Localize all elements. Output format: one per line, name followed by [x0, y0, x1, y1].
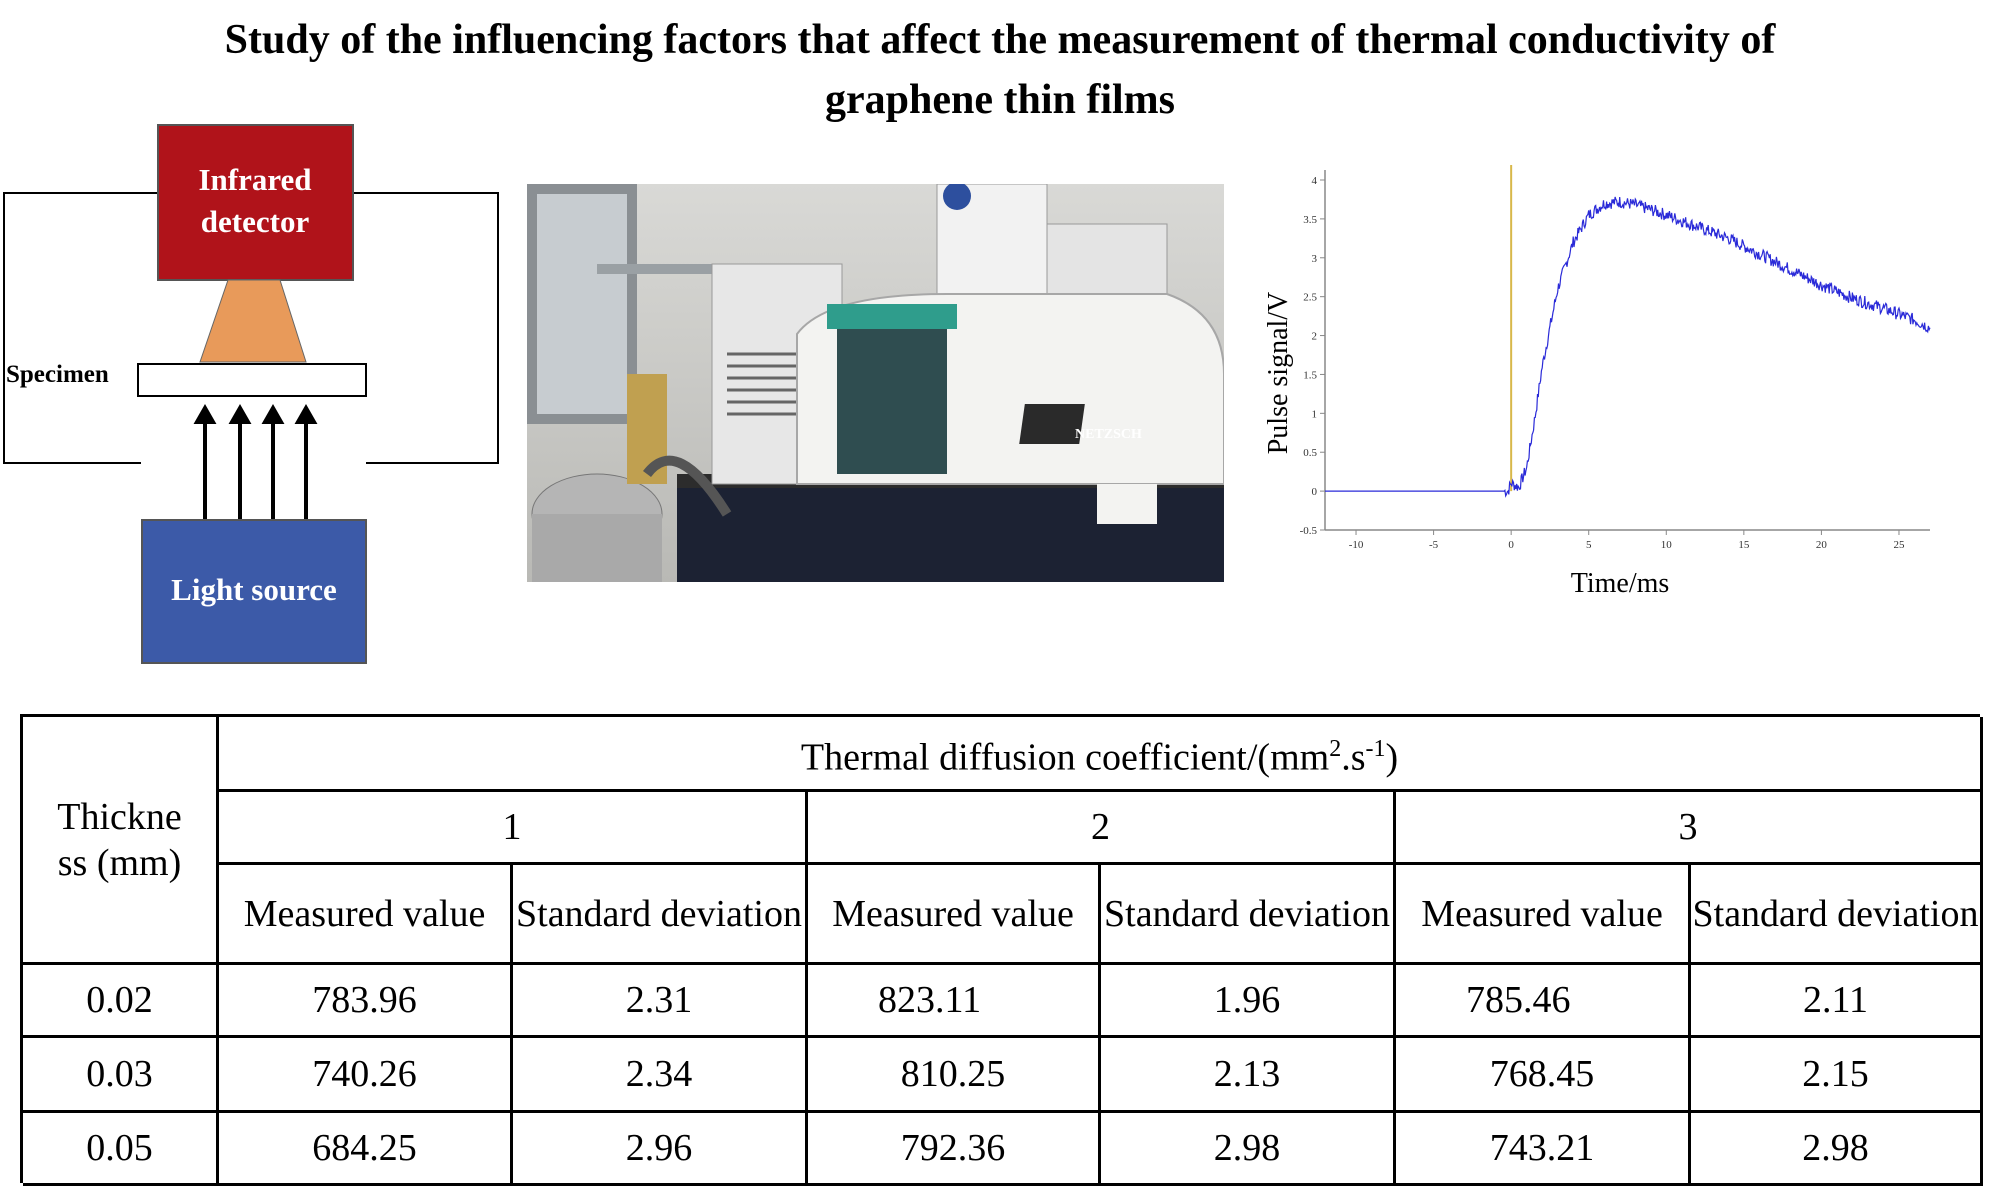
table-cell: 785.46: [1396, 965, 1691, 1038]
y-tick-label: 3.5: [1303, 214, 1317, 226]
group-header-2: 2: [808, 792, 1396, 865]
pulse-signal-chart: -10 -5 0 5 10 15 20 25 -0.5 0 0.5 1 1.5 2 2.5 3 3.5 4 Tim…: [1263, 165, 1931, 599]
specimen-plate: [137, 363, 367, 397]
row-thickness: 0.02: [23, 965, 219, 1038]
x-tick-label: 25: [1893, 539, 1905, 551]
sub-header: Standard deviation: [1691, 865, 1983, 965]
sub-header: Standard deviation: [1101, 865, 1396, 965]
table-cell: 684.25: [219, 1113, 513, 1186]
x-axis-label: Time/ms: [1571, 568, 1670, 599]
instrument-illustration: NETZSCH: [527, 184, 1224, 582]
x-tick-label: 10: [1661, 539, 1673, 551]
table-cell: 2.11: [1691, 965, 1983, 1038]
title-line-2: graphene thin films: [824, 77, 1176, 123]
table-cell: 810.25: [808, 1038, 1101, 1113]
x-tick-label: 20: [1816, 539, 1828, 551]
top-header-mid: .s: [1341, 736, 1366, 779]
detector-label-1: Infrared: [198, 162, 311, 197]
table-cell: 743.21: [1396, 1113, 1691, 1186]
signal-series-line: [1325, 196, 1931, 498]
x-tick-label: -10: [1349, 539, 1364, 551]
chart-axes: [1324, 170, 1930, 531]
sub-header: Measured value: [1396, 865, 1691, 965]
top-header-sup-2: -1: [1365, 735, 1386, 762]
instrument-photo: NETZSCH: [527, 184, 1224, 582]
table-cell: 783.96: [219, 965, 513, 1038]
table-cell: 792.36: [808, 1113, 1101, 1186]
y-axis-label: Pulse signal/V: [1263, 292, 1294, 455]
y-tick-label: 0.5: [1303, 447, 1317, 459]
group-header-3: 3: [1396, 792, 1983, 865]
figure-title: Study of the influencing factors that af…: [40, 10, 1960, 130]
diffusion-coefficient-table: Thickne ss (mm) Thermal diffusion coeffi…: [20, 714, 1983, 1186]
x-tick-label: 5: [1586, 539, 1592, 551]
brand-label: NETZSCH: [1075, 427, 1142, 442]
frame-right: [353, 192, 499, 464]
y-tick-label: -0.5: [1300, 525, 1318, 537]
thickness-header-text: Thickne ss (mm): [57, 795, 182, 884]
table-cell: 1.96: [1101, 965, 1396, 1038]
frame-left: [3, 192, 158, 464]
y-tick-label: 3: [1312, 253, 1318, 265]
light-source-box: [141, 519, 367, 664]
x-tick-label: 15: [1738, 539, 1750, 551]
sub-header: Measured value: [219, 865, 513, 965]
table-cell: 2.98: [1691, 1113, 1983, 1186]
y-tick-label: 2.5: [1303, 292, 1317, 304]
table-cell: 2.98: [1101, 1113, 1396, 1186]
sub-header: Measured value: [808, 865, 1101, 965]
detection-cone: [199, 279, 307, 363]
title-line-1: Study of the influencing factors that af…: [224, 17, 1776, 63]
light-arrows: [193, 403, 318, 520]
y-tick-label: 4: [1312, 175, 1318, 187]
table-cell: 2.34: [513, 1038, 808, 1113]
table-top-header: Thermal diffusion coefficient/(mm2.s-1): [219, 717, 1983, 792]
x-tick-label: -5: [1429, 539, 1439, 551]
sub-header: Standard deviation: [513, 865, 808, 965]
top-header-end: ): [1385, 736, 1399, 779]
chart-ticks: -10 -5 0 5 10 15 20 25 -0.5 0 0.5 1 1.5 2 2.5 3 3.5 4: [1300, 175, 1905, 551]
detector-label-2: detector: [201, 204, 310, 239]
table-cell: 2.31: [513, 965, 808, 1038]
y-tick-label: 0: [1312, 486, 1318, 498]
table-cell: 2.13: [1101, 1038, 1396, 1113]
row-thickness: 0.03: [23, 1038, 219, 1113]
chart-series: [1325, 165, 1931, 498]
light-source-label: Light source: [171, 572, 337, 607]
table-cell: 2.96: [513, 1113, 808, 1186]
group-header-1: 1: [219, 792, 808, 865]
thickness-header: Thickne ss (mm): [23, 717, 219, 965]
table-cell: 740.26: [219, 1038, 513, 1113]
y-tick-label: 1: [1312, 408, 1318, 420]
specimen-label: Specimen: [6, 361, 109, 388]
table-cell: 2.15: [1691, 1038, 1983, 1113]
top-header-text: Thermal diffusion coefficient/(mm2.s-1): [801, 726, 1398, 781]
top-header-main: Thermal diffusion coefficient/(mm: [800, 736, 1330, 779]
table-cell: 768.45: [1396, 1038, 1691, 1113]
row-thickness: 0.05: [23, 1113, 219, 1186]
measurement-schematic: Infrared detector Specimen Light source: [3, 124, 499, 664]
y-tick-label: 2: [1312, 331, 1318, 343]
table-cell: 823.11: [808, 965, 1101, 1038]
y-tick-label: 1.5: [1303, 369, 1317, 381]
x-tick-label: 0: [1508, 539, 1514, 551]
infrared-detector-box: [157, 124, 354, 281]
top-header-sup-1: 2: [1329, 735, 1342, 762]
